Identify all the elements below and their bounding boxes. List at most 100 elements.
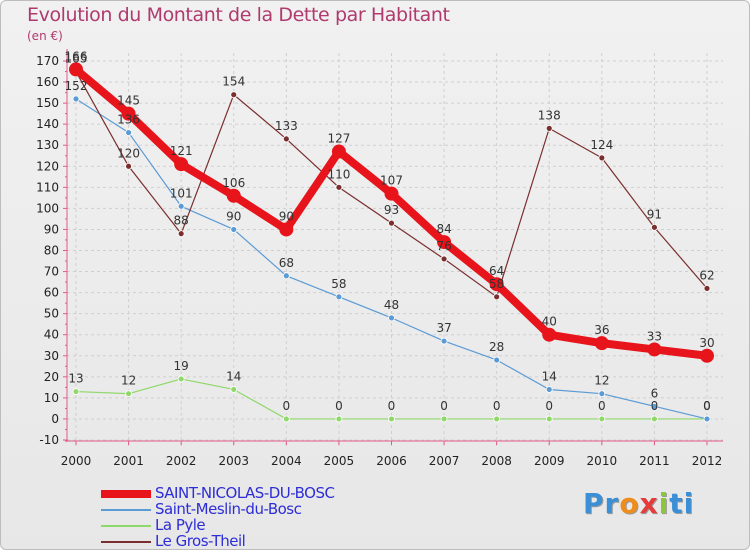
y-tick-label: 90 [44,222,59,236]
data-label: 121 [170,144,193,158]
y-tick-label: 60 [44,286,59,300]
data-label: 0 [703,399,711,413]
legend-swatch [101,525,151,527]
data-point [545,415,553,423]
data-label: 165 [65,52,88,66]
data-point [384,186,399,201]
proxiti-logo: Proxiti [583,487,694,520]
data-point [388,219,395,227]
y-tick-label: 70 [44,265,59,279]
x-tick-label: 2011 [639,454,670,468]
grid-lines [67,53,723,446]
data-label: 14 [226,369,241,383]
data-point [230,386,238,393]
data-label: 76 [436,239,451,253]
x-tick-label: 2005 [324,454,355,468]
data-label: 40 [542,315,557,329]
y-tick-label: 160 [36,75,59,89]
y-tick-label: 50 [44,307,59,321]
y-tick-label: 110 [36,180,59,194]
data-label: 0 [598,399,606,413]
data-point [121,106,136,121]
y-tick-label: 30 [44,349,59,363]
x-tick-label: 2008 [481,454,512,468]
x-tick-label: 2007 [429,454,460,468]
legend-label: Le Gros-Theil [155,532,246,550]
data-point [282,415,290,423]
data-label: 0 [703,399,711,413]
data-label: 13 [68,372,83,386]
data-point [125,390,132,398]
data-point [177,202,185,210]
data-label: 28 [489,340,504,354]
data-label: 106 [222,176,245,190]
data-point [174,157,189,172]
data-label: 0 [283,399,291,413]
data-point [388,415,395,423]
y-tick-labels: -10 0 10 20 30 40 50 60 70 80 90 100 110 120 130 140 150… [36,54,59,447]
data-label: 154 [222,75,245,89]
y-tick-label: 0 [51,412,59,426]
y-tick-label: 20 [44,370,59,384]
data-label: 0 [335,399,343,413]
data-label: 124 [590,138,613,152]
data-point [598,154,606,162]
data-label: 133 [275,119,298,133]
data-label: 64 [489,264,504,278]
data-point [72,95,80,103]
data-label: 6 [651,386,659,400]
data-label: 110 [327,167,350,181]
y-tick-label: -10 [39,433,59,447]
data-label: 127 [327,132,350,146]
chart-title: Evolution du Montant de la Dette par Hab… [27,4,450,26]
data-label: 62 [699,268,714,282]
data-point [651,415,658,423]
data-label: 84 [436,222,451,236]
legend-label: Saint-Meslin-du-Bosc [155,500,302,518]
data-label: 93 [384,203,399,217]
data-point [230,226,238,233]
data-label: 12 [594,374,609,388]
data-point [437,235,452,250]
y-tick-label: 170 [36,54,59,68]
data-label: 58 [331,277,346,291]
logo-letter: i [683,487,695,520]
data-point [72,388,80,395]
y-tick-label: 130 [36,138,59,152]
data-point [226,188,241,203]
data-label: 166 [65,49,88,63]
y-tick-label: 150 [36,96,59,110]
data-label: 90 [279,209,294,223]
data-label: 0 [545,399,553,413]
legend-swatch [101,509,151,511]
data-point [703,284,711,292]
data-point [651,223,658,231]
data-label: 36 [594,323,609,337]
logo-letter: o [619,487,640,520]
x-tick-label: 2006 [376,454,407,468]
logo-letter: P [583,487,605,520]
data-label: 30 [699,336,714,350]
data-point [440,337,448,345]
data-point [388,314,395,322]
y-tick-label: 10 [44,391,59,405]
logo-letter: r [604,487,620,520]
data-point [230,91,238,99]
data-label: 120 [117,146,140,160]
data-point [542,327,557,342]
y-tick-label: 40 [44,328,59,342]
data-label: 48 [384,298,399,312]
axes [63,49,723,445]
data-point [177,230,185,238]
data-label: 91 [647,207,662,221]
data-label: 0 [493,399,501,413]
data-point [545,124,553,132]
data-point [700,348,714,363]
data-point [598,390,606,398]
data-point [279,222,294,237]
data-label: 12 [121,374,136,388]
y-tick-label: 80 [44,244,59,258]
data-label: 37 [436,321,451,335]
data-point [440,415,448,423]
y-tick-label: 140 [36,117,59,131]
